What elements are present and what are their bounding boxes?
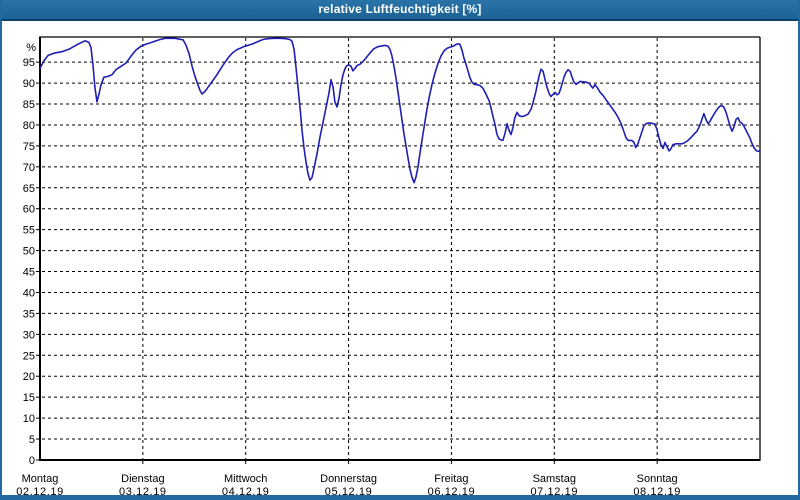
- svg-text:20: 20: [23, 371, 35, 383]
- x-axis-day-label: Mittwoch: [224, 473, 267, 485]
- x-axis-day-label: Freitag: [434, 473, 468, 485]
- chart-area: 0 5 10 15 20 25 30 35 40 45 50 55 60 65 70 75 80 85 90 95% M…: [2, 21, 798, 495]
- x-axis-day-label: Montag: [22, 473, 59, 485]
- x-axis-date-label: 04.12.19: [222, 486, 270, 495]
- title-bar: relative Luftfeuchtigkeit [%]: [2, 0, 798, 21]
- x-gridlines: [142, 38, 658, 464]
- svg-text:70: 70: [23, 162, 35, 174]
- svg-text:30: 30: [23, 329, 35, 341]
- y-gridlines: [42, 61, 759, 440]
- svg-text:75: 75: [23, 141, 35, 153]
- svg-text:95: 95: [23, 57, 35, 69]
- svg-text:25: 25: [23, 350, 35, 362]
- x-axis-date-label: 02.12.19: [16, 486, 64, 495]
- svg-text:45: 45: [23, 267, 35, 279]
- svg-text:80: 80: [23, 120, 35, 132]
- x-axis-day-label: Sonntag: [637, 473, 678, 485]
- svg-text:90: 90: [23, 78, 35, 90]
- x-axis-date-label: 08.12.19: [633, 486, 681, 495]
- x-axis-date-label: 05.12.19: [325, 486, 373, 495]
- svg-text:15: 15: [23, 392, 35, 404]
- svg-text:55: 55: [23, 225, 35, 237]
- chart-title: relative Luftfeuchtigkeit [%]: [318, 2, 482, 16]
- y-axis-unit-label: %: [26, 42, 36, 54]
- svg-text:65: 65: [23, 183, 35, 195]
- x-axis-date-label: 06.12.19: [428, 486, 476, 495]
- x-axis-day-label: Samstag: [533, 473, 576, 485]
- svg-text:85: 85: [23, 99, 35, 111]
- x-axis-day-label: Dienstag: [121, 473, 164, 485]
- svg-text:0: 0: [29, 455, 35, 467]
- humidity-series-line: [39, 37, 761, 184]
- svg-text:35: 35: [23, 308, 35, 320]
- svg-text:40: 40: [23, 287, 35, 299]
- x-axis-date-label: 07.12.19: [530, 486, 578, 495]
- humidity-line-chart: 0 5 10 15 20 25 30 35 40 45 50 55 60 65 70 75 80 85 90 95% M…: [16, 36, 761, 495]
- svg-text:5: 5: [29, 434, 35, 446]
- y-axis-labels: 0 5 10 15 20 25 30 35 40 45 50 55 60 65 70 75 80 85 90 95%: [23, 42, 36, 467]
- svg-text:10: 10: [23, 413, 35, 425]
- svg-text:60: 60: [23, 204, 35, 216]
- x-axis-date-label: 03.12.19: [119, 486, 167, 495]
- plot-border: [39, 36, 761, 461]
- svg-text:50: 50: [23, 246, 35, 258]
- x-axis-day-label: Donnerstag: [320, 473, 377, 485]
